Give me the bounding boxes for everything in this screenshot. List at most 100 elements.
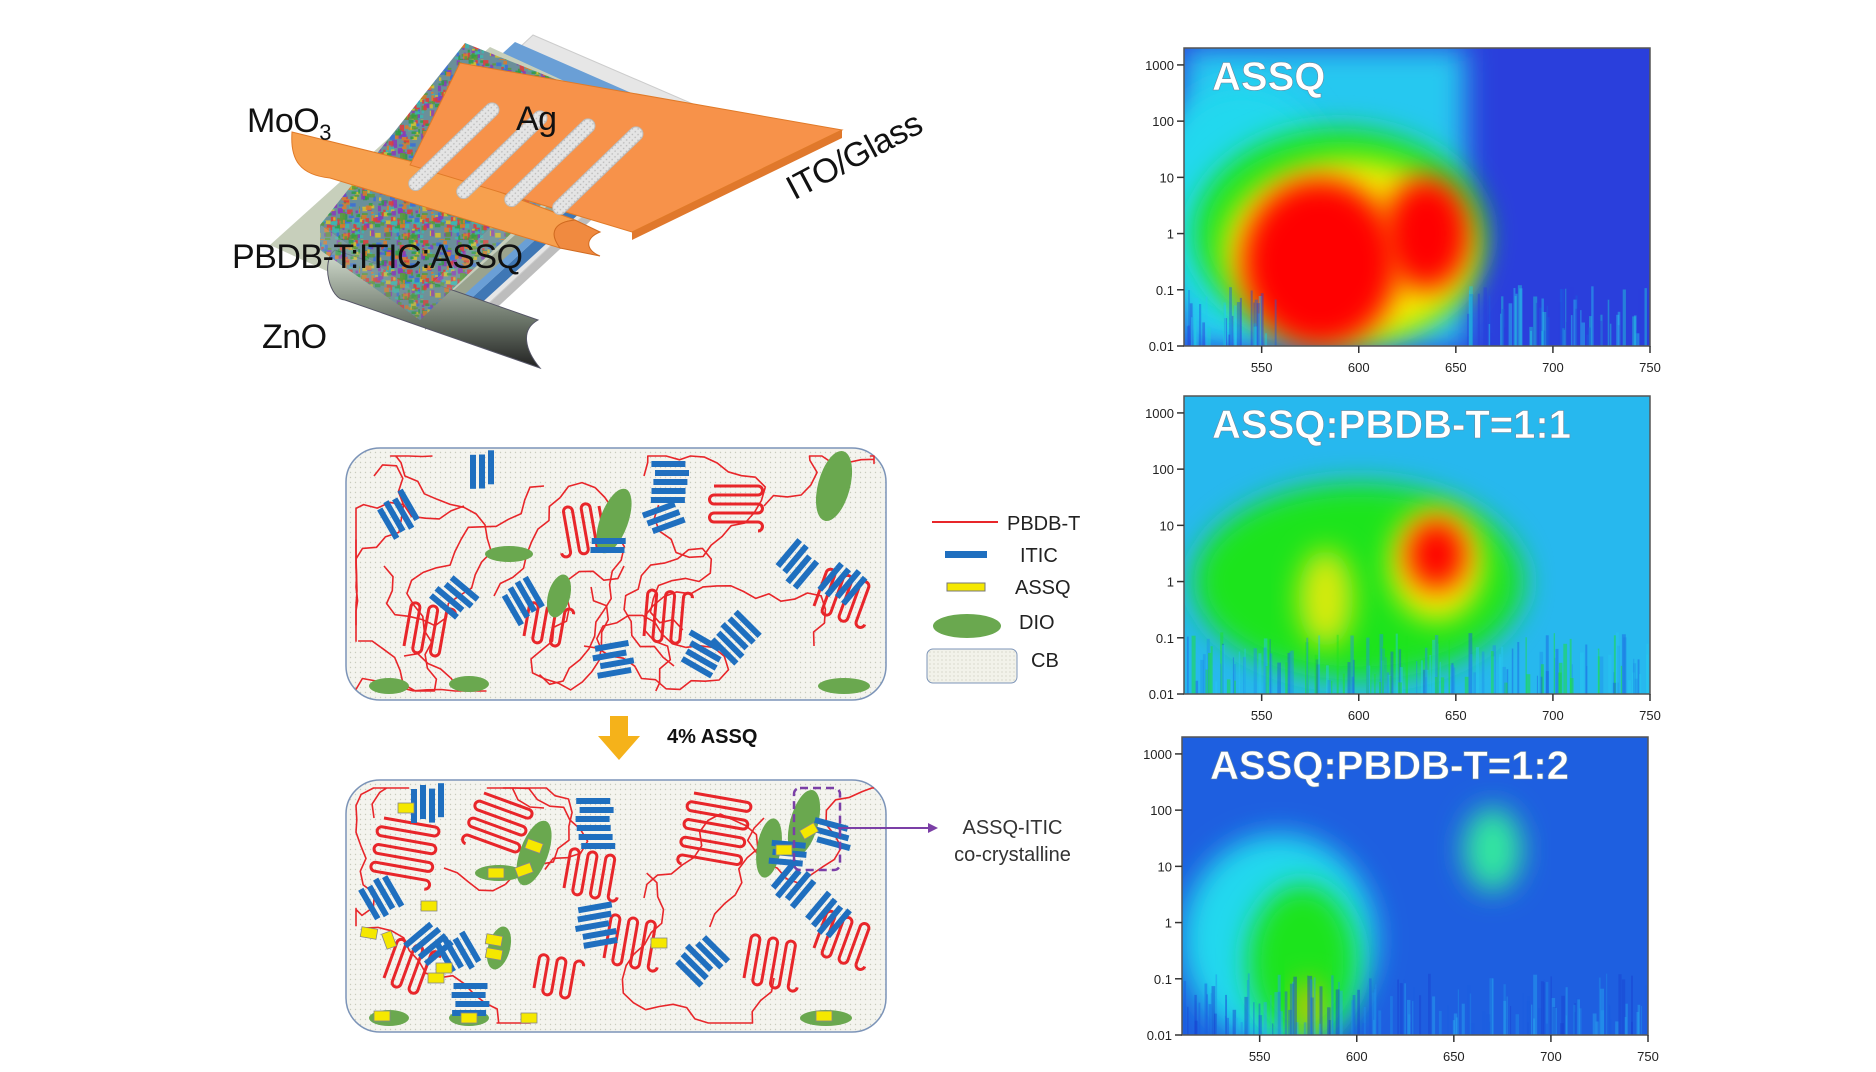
- heatmap-noise-column: [1331, 680, 1333, 694]
- heatmap-noise-column: [1194, 297, 1199, 346]
- heatmap-noise-column: [1366, 641, 1370, 694]
- heatmap-noise-column: [1531, 1004, 1533, 1035]
- heatmap-noise-column: [1589, 316, 1592, 346]
- dio-droplet: [815, 450, 853, 522]
- heatmap-noise-column: [1636, 330, 1638, 346]
- heatmap-noise-column: [1405, 636, 1408, 694]
- heatmap-noise-column: [1519, 288, 1523, 346]
- heatmap-noise-column: [1601, 989, 1605, 1035]
- itic-molecule: [651, 488, 686, 494]
- legend-label-assq: ASSQ: [1015, 577, 1071, 599]
- dio-droplet: [596, 488, 632, 554]
- x-tick-label: 550: [1251, 708, 1273, 723]
- heatmap-noise-column: [1291, 650, 1294, 694]
- heatmap-noise-column: [1395, 633, 1398, 694]
- itic-molecule: [366, 884, 390, 918]
- heatmap-noise-column: [1199, 304, 1202, 346]
- heatmap-noise-column: [1539, 307, 1543, 346]
- itic-stack: [501, 575, 545, 627]
- heatmap-noise-column: [1635, 333, 1640, 346]
- heatmap-noise-column: [1226, 679, 1231, 694]
- heatmap-noise-column: [1609, 323, 1612, 346]
- heatmap-noise-column: [1336, 634, 1339, 694]
- heatmap-assq-pbdb-t-1-1: ASSQ:PBDB-T=1:1 1000 100 10 1 0.1 0.01 550 600 65…: [1145, 395, 1661, 723]
- heatmap-feature: [1298, 549, 1353, 648]
- heatmap-noise-column: [1644, 288, 1647, 346]
- heatmap-noise-column: [1618, 974, 1622, 1035]
- heatmap-noise-column: [1232, 1009, 1237, 1035]
- heatmap-noise-column: [1565, 1015, 1567, 1035]
- heatmap-noise-column: [1253, 302, 1255, 346]
- legend-label-dio: DIO: [1019, 612, 1055, 634]
- heatmap-noise-column: [1244, 648, 1246, 694]
- heatmap-noise-column: [1502, 666, 1506, 694]
- heatmap-noise-column: [1371, 992, 1376, 1035]
- pbdb-t-crystalline-coil: [532, 953, 586, 1000]
- heatmap-noise-column: [1258, 653, 1262, 694]
- itic-molecule: [451, 992, 486, 998]
- cb-solvent-region: [345, 779, 887, 1033]
- heatmap-noise-column: [1541, 298, 1544, 346]
- heatmap-noise-column: [1318, 1023, 1321, 1035]
- heatmap-noise-column: [1267, 649, 1269, 694]
- heatmap-noise-column: [1279, 1011, 1283, 1035]
- itic-stack: [650, 461, 689, 503]
- heatmap-noise-column: [1357, 989, 1360, 1035]
- pbdb-t-amorphous-chain: [643, 455, 767, 559]
- heatmap-noise-column: [1331, 975, 1334, 1035]
- itic-molecule: [688, 629, 721, 652]
- heatmap-noise-column: [1287, 652, 1291, 694]
- heatmap-noise-column: [1473, 672, 1476, 694]
- heatmap-noise-column: [1409, 1022, 1412, 1035]
- itic-molecule: [840, 575, 868, 606]
- heatmap-noise-column: [1481, 651, 1485, 694]
- heatmap-noise-column: [1448, 640, 1450, 694]
- heatmap-noise-column: [1539, 651, 1544, 694]
- pbdb-t-amorphous-chain: [355, 787, 410, 927]
- heatmap-noise-column: [1195, 680, 1199, 694]
- heatmap-noise-column: [1552, 1007, 1557, 1035]
- y-tick-label: 1000: [1145, 406, 1174, 421]
- plot-frame: [1181, 736, 1649, 1036]
- heatmap-noise-column: [1598, 977, 1601, 1035]
- itic-molecule: [599, 657, 635, 670]
- itic-molecule: [792, 559, 820, 590]
- itic-molecule: [646, 509, 681, 527]
- heatmap-noise-column: [1205, 669, 1209, 694]
- heatmap-noise-column: [1319, 986, 1323, 1035]
- heatmap-feature: [1383, 177, 1470, 290]
- heatmap-noise-column: [1542, 330, 1546, 346]
- heatmap-noise-column: [1452, 1020, 1455, 1035]
- dio-droplet: [369, 678, 409, 694]
- heatmap-noise-column: [1569, 638, 1572, 694]
- heatmap-noise-column: [1543, 982, 1546, 1035]
- heatmap-noise-column: [1563, 329, 1565, 346]
- heatmap-noise-column: [1561, 995, 1565, 1035]
- heatmap-noise-column: [1225, 999, 1228, 1035]
- heatmap-noise-column: [1374, 674, 1376, 694]
- heatmap-noise-column: [1607, 299, 1610, 346]
- heatmap-noise-column: [1587, 327, 1591, 346]
- heatmap-noise-column: [1202, 654, 1206, 694]
- pbdb-t-crystalline-coil: [742, 933, 799, 993]
- heatmap-noise-column: [1579, 652, 1584, 694]
- heatmap-noise-column: [1639, 674, 1642, 694]
- heatmap-noise-column: [1600, 314, 1603, 346]
- pbdb-t-crystalline-coil: [562, 847, 619, 903]
- heatmap-noise-column: [1559, 673, 1562, 694]
- heatmap-noise-column: [1408, 1014, 1411, 1035]
- x-tick-label: 700: [1540, 1049, 1562, 1064]
- assq-molecule: [487, 867, 505, 879]
- heatmap-noise-column: [1289, 983, 1294, 1035]
- y-tick-label: 0.1: [1154, 972, 1172, 987]
- heatmap-noise-column: [1362, 1023, 1366, 1035]
- heatmap-noise-column: [1425, 647, 1428, 694]
- heatmap-noise-column: [1397, 979, 1399, 1035]
- heatmap-plot-area: [1184, 396, 1650, 694]
- heatmap-noise-column: [1623, 637, 1627, 694]
- heatmap-noise-column: [1515, 1014, 1519, 1035]
- itic-molecule: [816, 836, 851, 851]
- heatmap-noise-column: [1636, 1012, 1639, 1035]
- itic-molecule: [577, 910, 612, 923]
- heatmap-noise-column: [1328, 1020, 1331, 1035]
